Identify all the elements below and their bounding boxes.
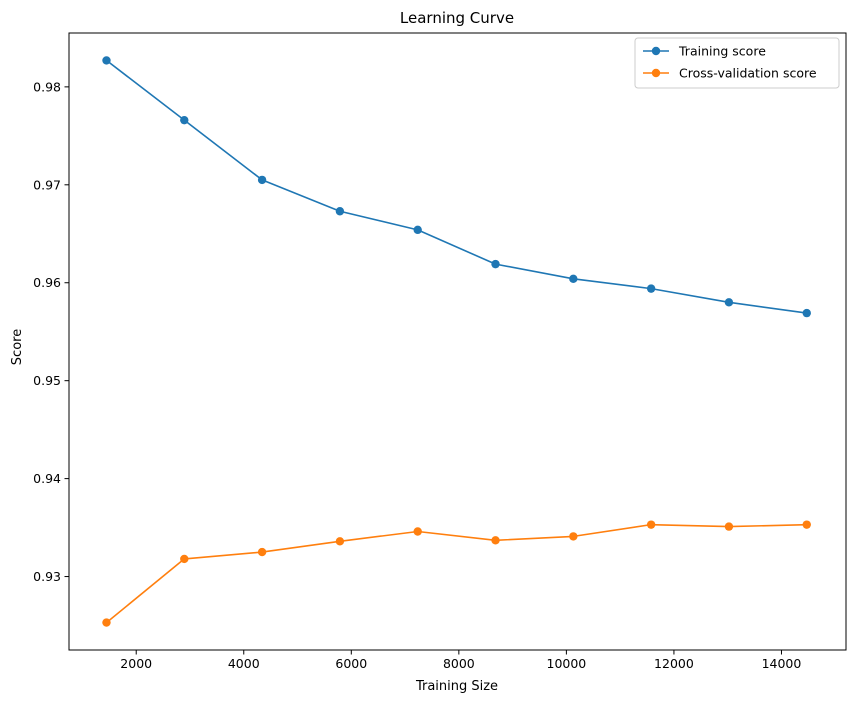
series-1-point	[335, 537, 345, 546]
legend-box	[634, 37, 840, 89]
series-1-point	[802, 520, 811, 529]
y-tick-label: 0.94	[33, 471, 61, 486]
series-0-point	[413, 225, 422, 235]
chart-title: Learning Curve	[400, 9, 514, 27]
x-axis-label: Training Size	[415, 679, 498, 694]
legend-swatch-marker	[651, 46, 661, 56]
plot-area: 2000 4000 6000 8000 10000 12000 14000 0.93 0.94 0…	[33, 32, 847, 671]
y-tick-label: 0.98	[33, 79, 61, 94]
series-1-point	[491, 536, 500, 545]
x-tick-label: 12000	[654, 656, 694, 671]
series-0-point	[491, 259, 500, 269]
x-tick-label: 6000	[335, 656, 367, 671]
legend: Training score Cross-validation score	[634, 37, 840, 89]
y-axis-label: Score	[10, 329, 25, 365]
series-0-point	[257, 175, 267, 185]
legend-entry-label: Cross-validation score	[679, 66, 817, 81]
y-tick-label: 0.95	[33, 373, 61, 388]
y-tick-label: 0.96	[33, 275, 61, 290]
y-tick-label: 0.97	[33, 177, 61, 192]
series-0-point	[802, 308, 811, 318]
series-0-point	[724, 298, 734, 307]
x-tick-label: 14000	[762, 656, 802, 671]
series-1-point	[646, 520, 656, 529]
series-1-point	[724, 522, 734, 531]
series-0-point	[102, 56, 111, 65]
series-1-point	[257, 547, 267, 557]
series-line-1	[105, 523, 807, 624]
series-0-point	[646, 284, 656, 293]
series-1-point	[413, 527, 422, 536]
y-tick-label: 0.93	[33, 569, 61, 584]
x-tick-label: 10000	[547, 656, 587, 671]
series-1-point	[180, 554, 189, 564]
series-0-point	[569, 274, 578, 284]
series-1-point	[102, 618, 111, 627]
plot-frame	[68, 32, 847, 651]
series-line-0	[105, 59, 807, 314]
legend-entry-label: Training score	[678, 44, 766, 59]
series-1-point	[569, 532, 578, 541]
x-tick-label: 8000	[443, 656, 475, 671]
series-0-point	[180, 115, 189, 125]
x-tick-label: 2000	[120, 656, 152, 671]
legend-swatch-marker	[651, 68, 661, 78]
x-tick-label: 4000	[228, 656, 260, 671]
series-0-point	[335, 207, 345, 216]
